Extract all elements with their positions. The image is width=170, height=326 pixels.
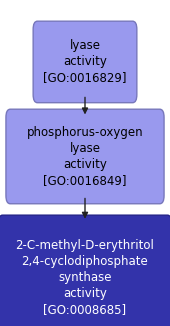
FancyBboxPatch shape: [33, 21, 137, 103]
FancyBboxPatch shape: [6, 109, 164, 204]
Text: 2-C-methyl-D-erythritol
2,4-cyclodiphosphate
synthase
activity
[GO:0008685]: 2-C-methyl-D-erythritol 2,4-cyclodiphosp…: [16, 239, 154, 316]
FancyBboxPatch shape: [0, 215, 170, 326]
Text: phosphorus-oxygen
lyase
activity
[GO:0016849]: phosphorus-oxygen lyase activity [GO:001…: [27, 126, 143, 187]
Text: lyase
activity
[GO:0016829]: lyase activity [GO:0016829]: [43, 39, 127, 84]
